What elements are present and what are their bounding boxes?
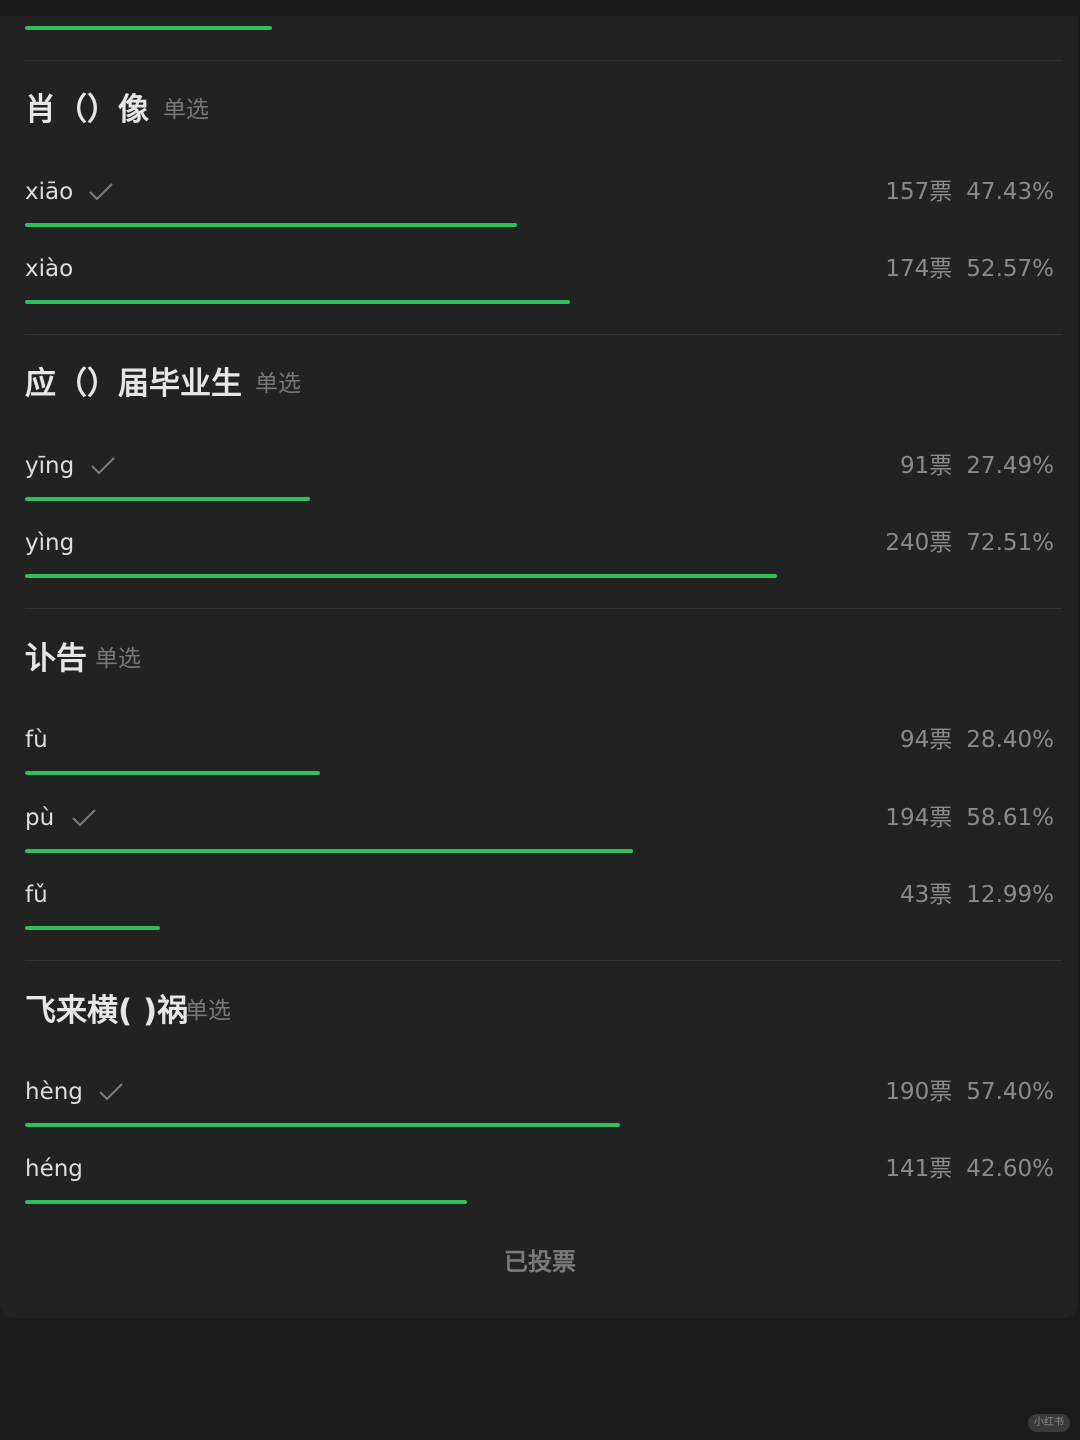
question-title: 应（）届毕业生 <box>25 366 242 402</box>
option-label: xiào <box>25 256 74 282</box>
option-stats: 94票 28.40% <box>900 724 1054 756</box>
vote-percent: 72.51% <box>966 530 1054 556</box>
option-result-bar <box>25 849 633 853</box>
option-label: xiāo <box>25 179 74 205</box>
option-stats: 240票 72.51% <box>885 527 1054 559</box>
vote-percent: 27.49% <box>966 453 1054 479</box>
option-stats: 141票 42.60% <box>885 1153 1054 1185</box>
question-title: 讣告 <box>25 641 87 677</box>
option-result-bar <box>25 771 320 775</box>
option-stats: 194票 58.61% <box>885 802 1054 834</box>
question-divider <box>25 60 1062 61</box>
vote-percent: 47.43% <box>966 179 1054 205</box>
option-label: hèng <box>25 1079 83 1105</box>
vote-count: 91票 <box>900 453 953 479</box>
poll-results-card: 肖（）像 单选 xiāo 157票 47.43% xiào 174票 52.57% … <box>0 0 1080 1276</box>
option-result-bar <box>25 1123 620 1127</box>
question-divider <box>25 608 1062 609</box>
vote-percent: 52.57% <box>966 256 1054 282</box>
option-result-bar <box>25 300 570 304</box>
vote-percent: 58.61% <box>966 805 1054 831</box>
vote-percent: 42.60% <box>966 1156 1054 1182</box>
option-label: héng <box>25 1156 83 1182</box>
checkmark-icon <box>89 183 113 201</box>
question-divider <box>25 334 1062 335</box>
question-title: 肖（）像 <box>25 92 149 128</box>
checkmark-icon <box>72 809 96 827</box>
vote-percent: 57.40% <box>966 1079 1054 1105</box>
top-strip <box>0 0 1080 16</box>
option-result-bar <box>25 223 517 227</box>
option-result-bar <box>25 497 310 501</box>
vote-count: 43票 <box>900 882 953 908</box>
vote-count: 174票 <box>885 256 953 282</box>
vote-count: 194票 <box>885 805 953 831</box>
question-type-label: 单选 <box>95 646 141 672</box>
option-stats: 174票 52.57% <box>885 253 1054 285</box>
vote-percent: 12.99% <box>966 882 1054 908</box>
option-label: fǔ <box>25 882 48 908</box>
vote-count: 240票 <box>885 530 953 556</box>
option-stats: 190票 57.40% <box>885 1076 1054 1108</box>
question-type-label: 单选 <box>185 998 231 1024</box>
option-label: fù <box>25 727 48 753</box>
vote-count: 190票 <box>885 1079 953 1105</box>
question-type-label: 单选 <box>255 371 301 397</box>
option-stats: 43票 12.99% <box>900 879 1054 911</box>
vote-count: 157票 <box>885 179 953 205</box>
option-result-bar <box>25 574 777 578</box>
question-type-label: 单选 <box>163 97 209 123</box>
vote-count: 141票 <box>885 1156 953 1182</box>
option-label: pù <box>25 805 55 831</box>
vote-count: 94票 <box>900 727 953 753</box>
option-label: yīng <box>25 453 75 479</box>
option-result-bar <box>25 926 160 930</box>
option-stats: 157票 47.43% <box>885 176 1054 208</box>
option-stats: 91票 27.49% <box>900 450 1054 482</box>
previous-option-bar <box>25 26 272 30</box>
option-result-bar <box>25 1200 467 1204</box>
option-label: yìng <box>25 530 75 556</box>
voted-status: 已投票 <box>504 1248 576 1276</box>
vote-percent: 28.40% <box>966 727 1054 753</box>
checkmark-icon <box>99 1083 123 1101</box>
question-title: 飞来横( )祸 <box>25 993 189 1029</box>
question-divider <box>25 960 1062 961</box>
watermark: 小红书 <box>1028 1414 1070 1432</box>
checkmark-icon <box>91 457 115 475</box>
